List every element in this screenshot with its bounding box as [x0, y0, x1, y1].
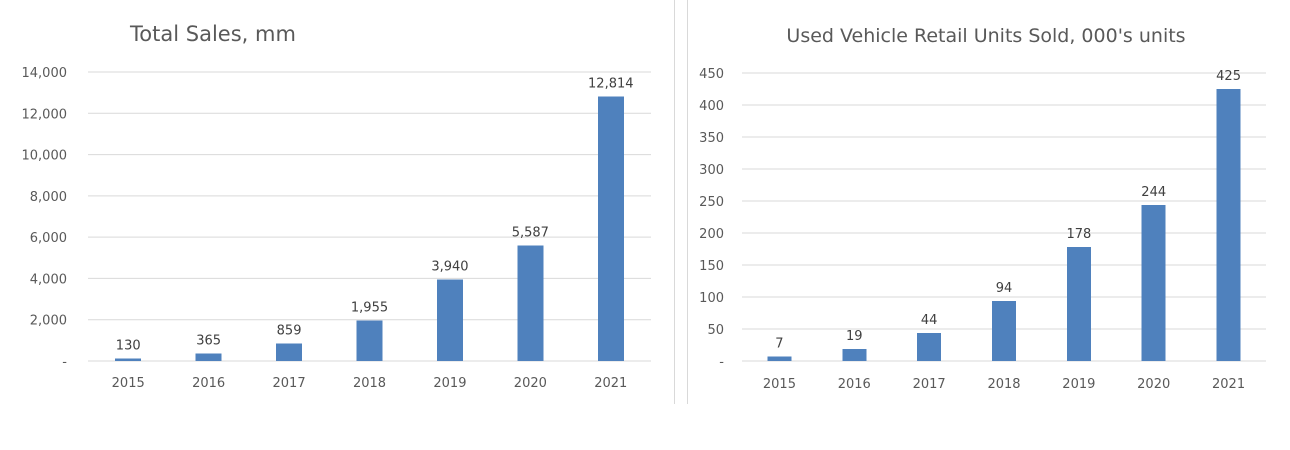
x-tick-label: 2017: [913, 377, 946, 392]
data-label: 44: [921, 313, 938, 328]
bar: [917, 332, 942, 361]
y-tick-label: -: [719, 355, 724, 370]
x-tick-label: 2019: [1062, 377, 1095, 392]
data-label: 859: [277, 323, 302, 338]
bar: [1216, 89, 1241, 361]
bar: [517, 245, 544, 361]
bar: [356, 320, 383, 361]
bar: [842, 348, 867, 361]
data-label: 178: [1066, 227, 1091, 242]
bar: [1066, 247, 1091, 361]
y-tick-label: 250: [699, 195, 724, 210]
y-tick-label: 10,000: [22, 149, 68, 164]
x-tick-label: 2020: [514, 376, 547, 391]
bar: [992, 300, 1016, 361]
total-sales-chart: Total Sales, mm - 2,000 4,000 6,000 8,000 10,…: [5, 0, 675, 404]
data-label: 244: [1141, 185, 1166, 200]
y-tick-label: 400: [699, 99, 724, 114]
x-tick-label: 2016: [192, 376, 225, 391]
x-tick-label: 2018: [353, 376, 386, 391]
data-label: 130: [116, 338, 141, 353]
y-tick-label: 6,000: [30, 231, 67, 246]
y-tick-label: 350: [699, 131, 724, 146]
x-tick-label: 2018: [987, 377, 1020, 392]
data-label: 3,940: [431, 260, 468, 275]
bar: [436, 279, 463, 361]
y-tick-label: 450: [699, 67, 724, 82]
x-tick-label: 2020: [1137, 377, 1170, 392]
total-sales-chart-svg: Total Sales, mm - 2,000 4,000 6,000 8,000 10,…: [22, 22, 651, 391]
bar: [1141, 204, 1166, 361]
x-tick-label: 2016: [838, 377, 871, 392]
data-label: 94: [996, 281, 1013, 296]
bar: [195, 353, 222, 361]
x-tick-label: 2021: [594, 376, 627, 391]
used-vehicle-units-chart-svg: Used Vehicle Retail Units Sold, 000's un…: [699, 25, 1266, 392]
y-tick-label: 14,000: [22, 66, 68, 81]
data-label: 1,955: [351, 301, 388, 316]
bar: [115, 358, 142, 361]
chart-title: Total Sales, mm: [129, 22, 296, 46]
used-vehicle-units-chart: Used Vehicle Retail Units Sold, 000's un…: [687, 0, 1282, 404]
y-tick-label: 200: [699, 227, 724, 242]
x-tick-label: 2015: [112, 376, 145, 391]
x-tick-label: 2019: [433, 376, 466, 391]
y-tick-label: 12,000: [22, 107, 68, 122]
y-tick-label: 2,000: [30, 314, 67, 329]
bar: [276, 343, 303, 361]
x-tick-label: 2015: [763, 377, 796, 392]
data-label: 5,587: [512, 226, 549, 241]
data-label: 7: [775, 337, 783, 352]
y-tick-label: 100: [699, 291, 724, 306]
y-tick-label: 50: [707, 323, 724, 338]
bar: [597, 96, 624, 362]
y-tick-label: 150: [699, 259, 724, 274]
x-tick-label: 2017: [273, 376, 306, 391]
data-label: 425: [1216, 69, 1241, 84]
y-tick-label: 4,000: [30, 272, 67, 287]
y-tick-label: 8,000: [30, 190, 67, 205]
chart-title: Used Vehicle Retail Units Sold, 000's un…: [786, 25, 1185, 47]
bar: [767, 356, 792, 361]
y-tick-label: -: [62, 355, 67, 370]
data-label: 12,814: [588, 76, 634, 91]
y-tick-label: 300: [699, 163, 724, 178]
data-label: 19: [846, 329, 863, 344]
data-label: 365: [196, 333, 221, 348]
x-tick-label: 2021: [1212, 377, 1245, 392]
